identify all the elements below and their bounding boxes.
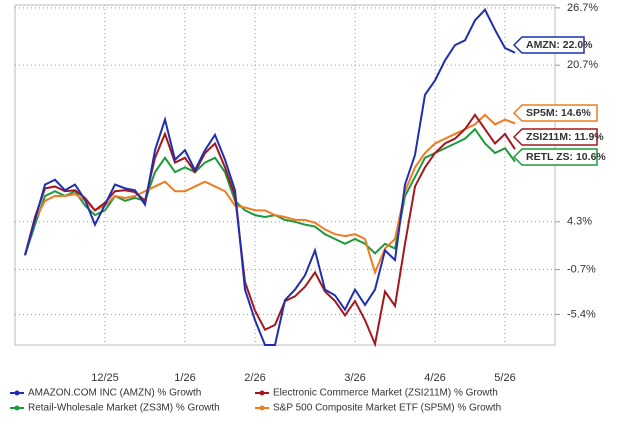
line-series	[24, 8, 516, 346]
end-label: SP5M: 14.6%	[526, 107, 591, 119]
y-tick-label: 26.7%	[567, 2, 598, 14]
x-tick-label: 2/26	[244, 372, 265, 384]
legend-label: AMAZON.COM INC (AMZN) % Growth	[28, 388, 201, 399]
end-label-box	[512, 104, 598, 122]
x-tick-label: 3/26	[344, 372, 365, 384]
legend-dot	[259, 405, 265, 411]
legend-label: Electronic Commerce Market (ZSI211M) % G…	[273, 388, 498, 399]
end-label-box	[512, 36, 585, 54]
end-label-box	[512, 148, 598, 166]
y-tick-label: -5.4%	[567, 308, 596, 320]
x-tick-label: 1/26	[174, 372, 195, 384]
end-label: RETL ZS: 10.6%	[526, 151, 606, 163]
y-tick-label: 20.7%	[567, 59, 598, 71]
end-label: ZSI211M: 11.9%	[526, 131, 604, 143]
legend-dot	[14, 390, 20, 396]
x-tick-label: 4/26	[424, 372, 445, 384]
line-series	[24, 113, 516, 276]
legend-label: Retail-Wholesale Market (ZS3M) % Growth	[28, 403, 220, 414]
x-tick-label: 12/25	[91, 372, 119, 384]
legend-dot	[14, 405, 20, 411]
y-tick-label: -0.7%	[567, 263, 596, 275]
legend-label: S&P 500 Composite Market ETF (SP5M) % Gr…	[273, 403, 501, 414]
y-tick-label: 4.3%	[567, 216, 592, 228]
end-label: AMZN: 22.0%	[526, 39, 593, 51]
plot-area	[14, 4, 556, 346]
end-label-box	[512, 128, 598, 146]
legend-dot	[259, 390, 265, 396]
x-tick-label: 5/26	[494, 372, 515, 384]
